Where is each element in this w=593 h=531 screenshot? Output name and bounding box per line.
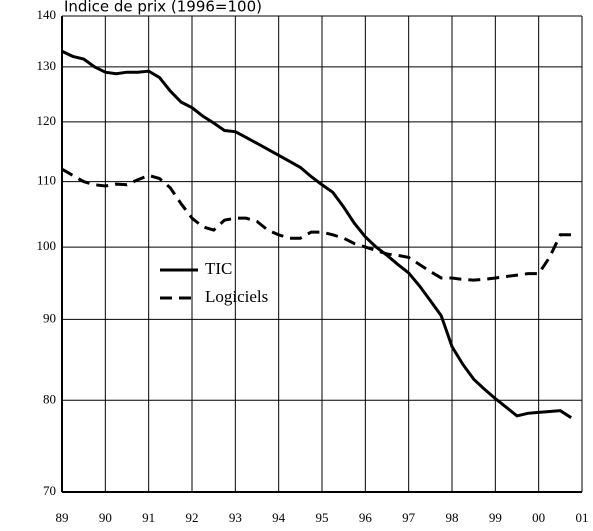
y-tick-label: 100 bbox=[37, 238, 57, 253]
legend-label: TIC bbox=[205, 259, 232, 278]
y-tick-label: 110 bbox=[37, 173, 56, 188]
x-tick-label: 92 bbox=[186, 510, 199, 525]
y-tick-label: 140 bbox=[37, 7, 57, 22]
x-tick-label: 97 bbox=[402, 510, 416, 525]
x-tick-label: 93 bbox=[229, 510, 242, 525]
chart-title: Indice de prix (1996=100) bbox=[64, 0, 262, 16]
x-tick-label: 99 bbox=[489, 510, 502, 525]
line bbox=[61, 49, 572, 419]
x-tick-label: 94 bbox=[272, 510, 286, 525]
x-tick-label: 90 bbox=[99, 510, 112, 525]
y-tick-label: 90 bbox=[43, 310, 56, 325]
legend-label: Logiciels bbox=[205, 287, 268, 306]
line bbox=[61, 167, 572, 282]
x-tick-label: 91 bbox=[142, 510, 155, 525]
y-tick-label: 70 bbox=[43, 483, 56, 498]
x-tick-label: 98 bbox=[446, 510, 459, 525]
x-tick-label: 89 bbox=[56, 510, 69, 525]
y-tick-label: 80 bbox=[43, 391, 56, 406]
x-tick-label: 01 bbox=[576, 510, 589, 525]
x-tick-label: 96 bbox=[359, 510, 373, 525]
x-tick-label: 00 bbox=[532, 510, 545, 525]
y-tick-label: 120 bbox=[37, 113, 57, 128]
y-tick-label: 130 bbox=[37, 58, 57, 73]
x-tick-label: 95 bbox=[316, 510, 329, 525]
